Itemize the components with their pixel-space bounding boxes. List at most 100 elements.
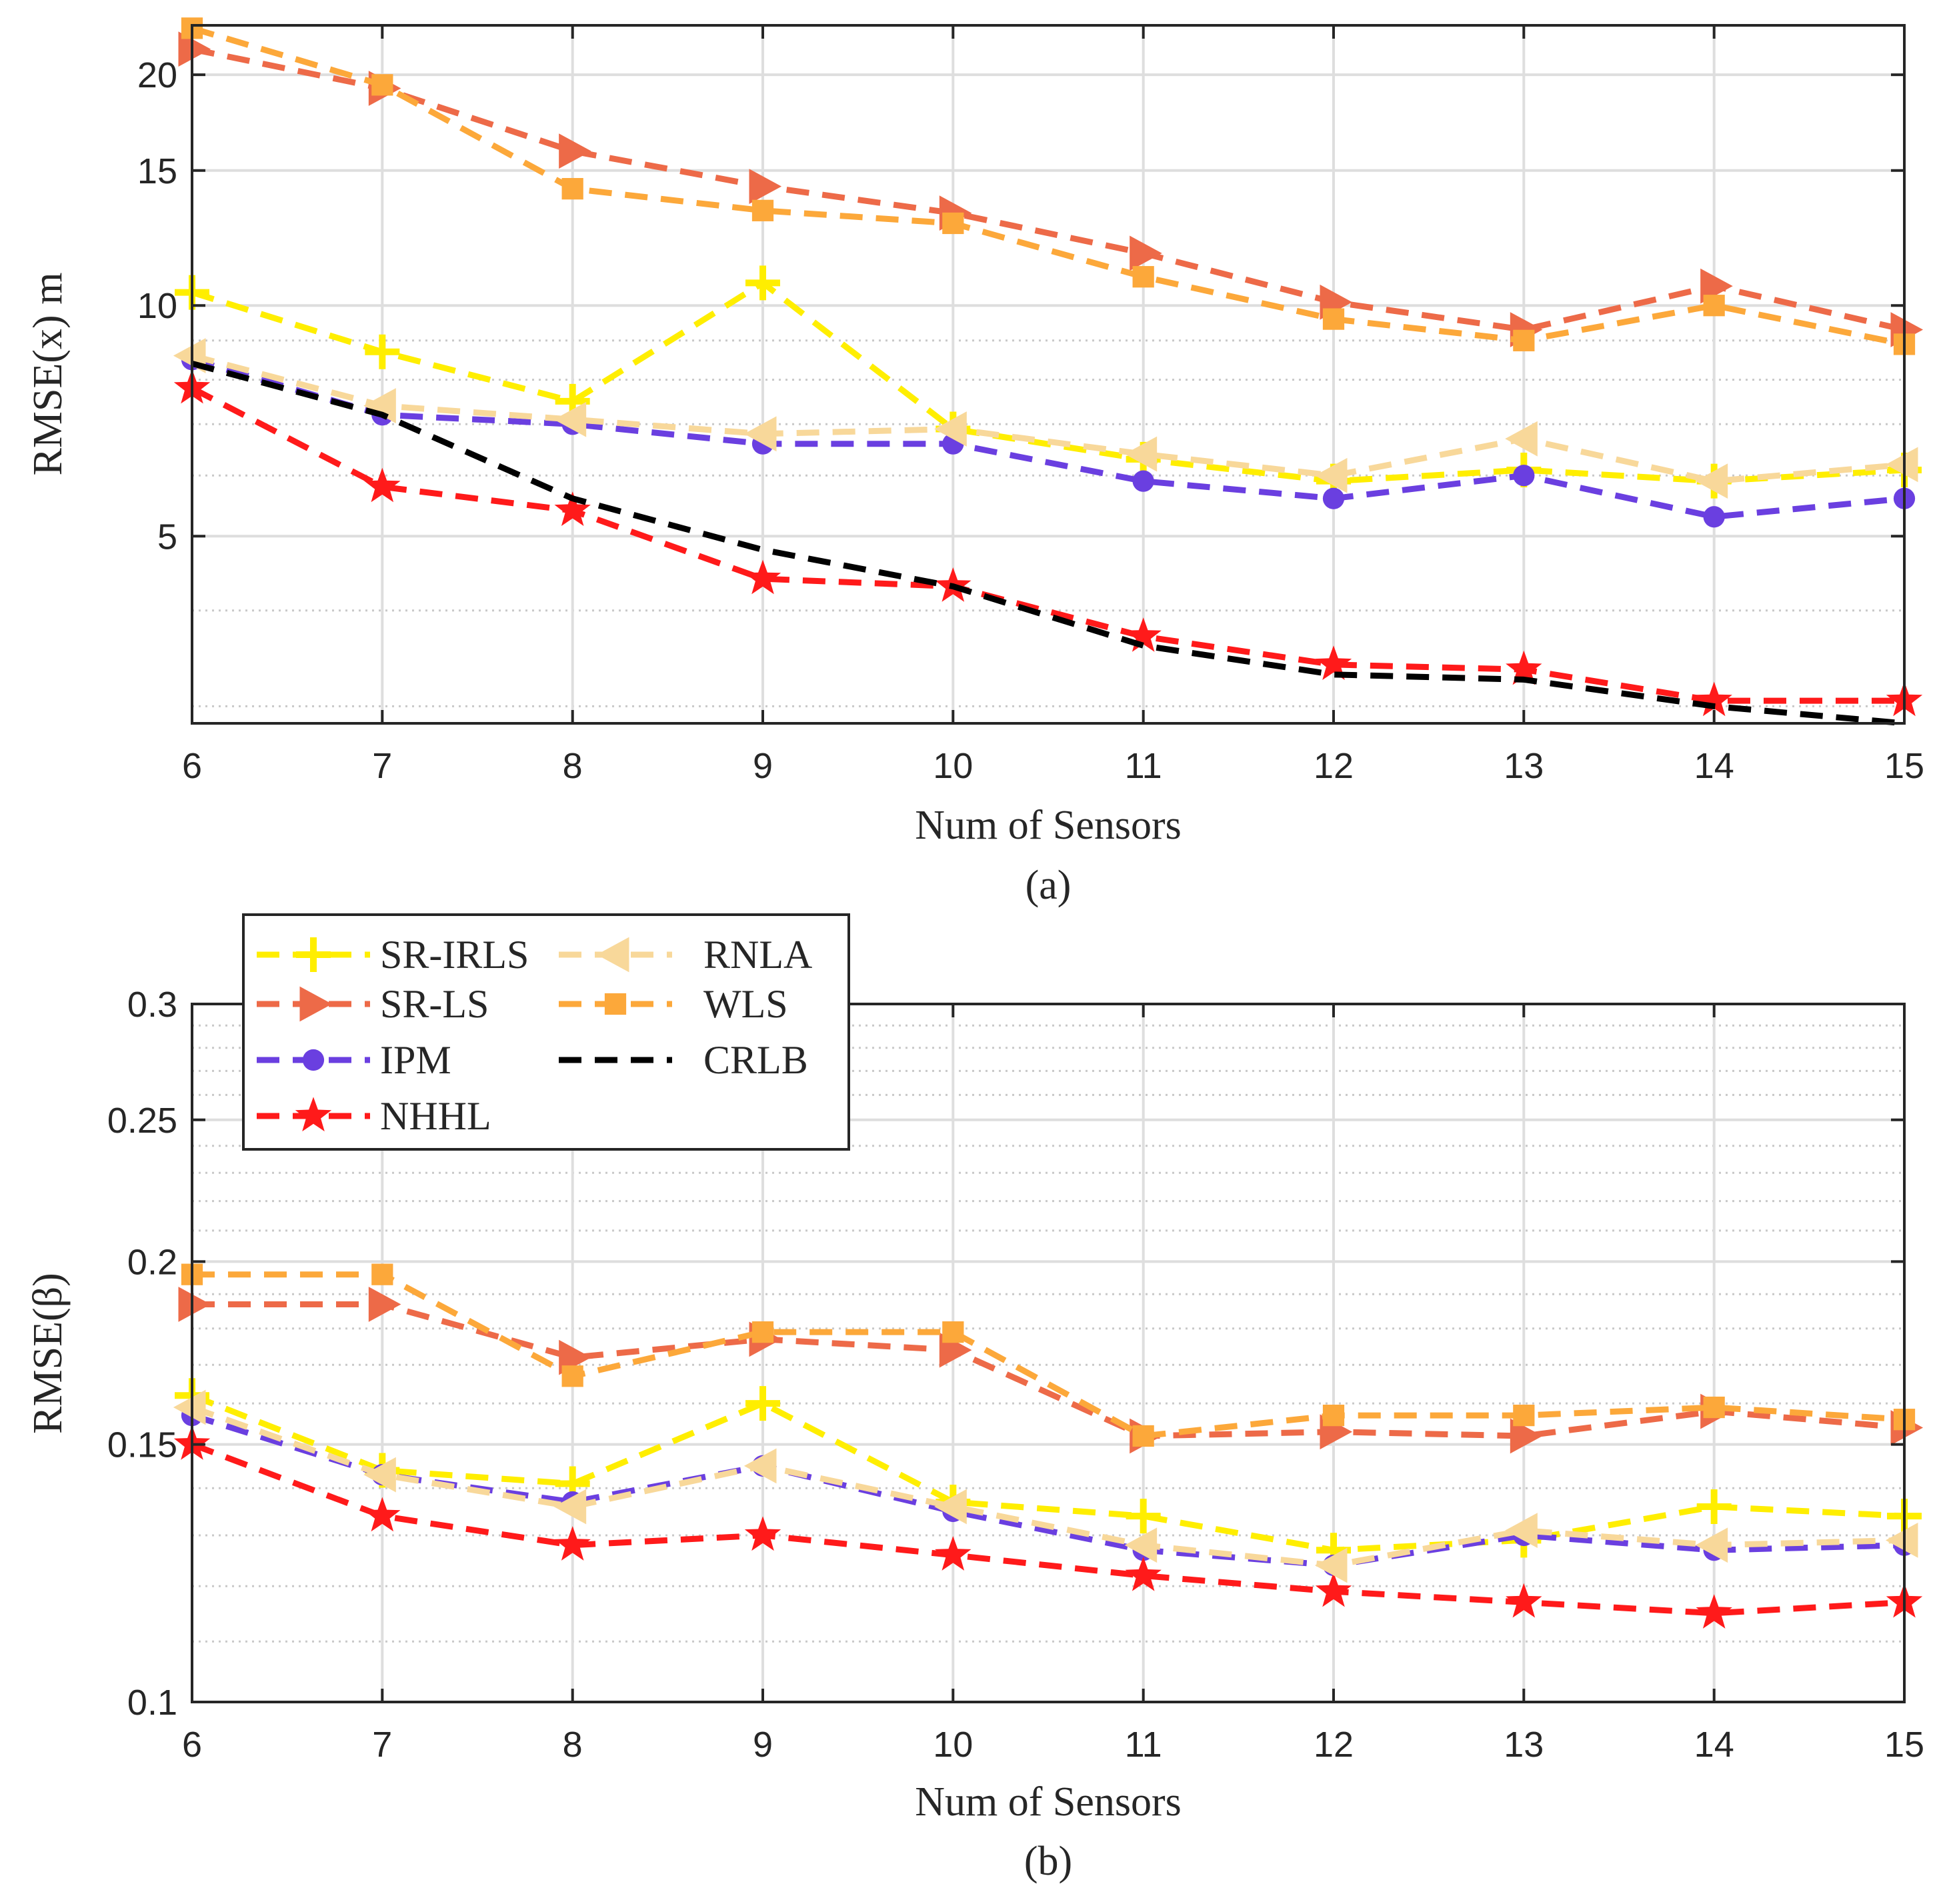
panel-a-point-sr-ls [749, 169, 782, 205]
panel-a: 6 7 8 9 10 11 12 13 14 15 5 10 15 20 Num of Sensors R… [25, 17, 1924, 908]
panel-b-x-tick-label: 11 [1125, 1725, 1162, 1765]
panel-b-x-tick-label: 14 [1694, 1725, 1734, 1765]
panel-b-point-wls [561, 1365, 583, 1387]
panel-a-point-nhhl [1696, 681, 1732, 717]
panel-a-axes-box [191, 24, 1906, 725]
panel-b-point-sr-irls [745, 1386, 780, 1421]
legend-marker-sr-ls [299, 986, 333, 1022]
panel-b: 6 7 8 9 10 11 12 13 14 15 0.1 0.15 0.2 0.25 0.3 Num of… [25, 985, 1924, 1884]
panel-a-y-tick-label: 20 [137, 55, 177, 95]
panel-b-point-wls [1322, 1404, 1345, 1427]
panel-b-point-rnla [743, 1448, 777, 1484]
panel-a-ylabel: RMSE(x) m [25, 273, 71, 476]
panel-a-point-wls [1322, 308, 1345, 330]
panel-b-point-nhhl [1125, 1556, 1162, 1591]
panel-b-point-rnla [363, 1457, 396, 1493]
panel-b-point-wls [942, 1321, 964, 1343]
panel-b-point-nhhl [935, 1536, 971, 1571]
panel-a-point-nhhl [744, 559, 781, 595]
legend-entry-rnla: RNLA [559, 933, 812, 977]
legend-label-sr-ls: SR-LS [380, 982, 489, 1026]
legend: SR-IRLS SR-LS IPM NHHL RNLA WLS CRLB [242, 913, 850, 1151]
legend-entry-nhhl: NHHL [257, 1094, 491, 1138]
panel-b-y-tick-label: 0.1 [127, 1683, 177, 1723]
panel-b-point-sr-irls [1126, 1499, 1161, 1534]
panel-a-x-tick-label: 6 [182, 746, 202, 786]
panel-a-point-rnla [743, 416, 777, 452]
panel-b-point-sr-irls [1696, 1489, 1732, 1524]
panel-b-point-rnla [173, 1389, 206, 1425]
panel-b-point-nhhl [744, 1516, 781, 1551]
legend-label-crlb: CRLB [703, 1038, 808, 1082]
panel-a-point-wls [561, 178, 583, 200]
panel-a-x-tick-label: 13 [1504, 746, 1544, 786]
panel-b-point-rnla [1885, 1522, 1918, 1558]
panel-b-series [173, 1263, 1924, 1629]
panel-b-x-tick-label: 10 [933, 1725, 973, 1765]
panel-a-xlabel: Num of Sensors [915, 803, 1182, 848]
panel-a-point-wls [1703, 295, 1725, 317]
panel-a-point-nhhl [1315, 645, 1352, 680]
panel-b-point-nhhl [554, 1526, 591, 1561]
panel-a-series-sr-ls [178, 31, 1924, 347]
panel-b-series-rnla [173, 1389, 1918, 1583]
panel-a-ticks: 6 7 8 9 10 11 12 13 14 15 5 10 15 20 [137, 25, 1924, 786]
panel-b-y-tick-label: 0.3 [127, 985, 177, 1025]
panel-b-line-wls [192, 1271, 1905, 1439]
legend-label-sr-irls: SR-IRLS [380, 933, 529, 977]
legend-label-rnla: RNLA [703, 933, 812, 977]
panel-b-point-sr-ls [178, 1287, 211, 1322]
panel-a-x-tick-label: 9 [753, 746, 773, 786]
panel-a-point-sr-irls [745, 265, 780, 301]
legend-marker-sr-irls [296, 937, 331, 972]
panel-a-y-tick-label: 5 [157, 517, 177, 557]
panel-b-x-tick-label: 9 [753, 1725, 773, 1765]
panel-b-line-sr-ls [192, 1301, 1905, 1439]
panel-b-ylabel: RMSE(β) [25, 1273, 71, 1434]
panel-b-line-nhhl [191, 1441, 1905, 1617]
panel-a-x-tick-label: 10 [933, 746, 973, 786]
panel-b-point-rnla [1695, 1527, 1728, 1563]
panel-a-point-wls [942, 212, 964, 235]
panel-a-point-nhhl [1506, 650, 1542, 685]
panel-a-point-wls [1132, 266, 1154, 288]
panel-b-point-wls [371, 1263, 393, 1285]
panel-a-point-sr-ls [559, 133, 591, 169]
panel-a-point-rnla [934, 411, 967, 447]
panel-b-point-rnla [934, 1489, 967, 1525]
panel-b-x-tick-label: 6 [182, 1725, 202, 1765]
panel-b-caption: (b) [1024, 1839, 1072, 1884]
panel-a-point-rnla [1505, 421, 1538, 457]
panel-a-x-tick-label: 15 [1884, 746, 1924, 786]
panel-b-point-rnla [1505, 1513, 1538, 1549]
panel-b-point-sr-ls [368, 1287, 401, 1322]
legend-label-wls: WLS [703, 982, 788, 1026]
legend-entries: SR-IRLS SR-LS IPM NHHL RNLA WLS CRLB [257, 933, 812, 1138]
panel-a-point-sr-ls [1130, 235, 1162, 271]
panel-a-line-nhhl [190, 385, 1904, 704]
panel-b-point-wls [1132, 1425, 1154, 1447]
panel-b-point-rnla [1124, 1527, 1158, 1563]
legend-entry-crlb: CRLB [559, 1038, 808, 1082]
panel-b-point-nhhl [1315, 1572, 1352, 1607]
legend-entry-sr-irls: SR-IRLS [257, 933, 529, 977]
panel-b-point-nhhl [364, 1497, 401, 1532]
legend-label-ipm: IPM [380, 1038, 451, 1082]
panel-a-line-wls [191, 25, 1905, 347]
panel-a-point-nhhl [364, 467, 401, 503]
panel-a-point-rnla [1695, 463, 1728, 499]
panel-a-x-tick-label: 11 [1125, 746, 1162, 786]
panel-b-series-wls [181, 1263, 1916, 1447]
panel-a-point-wls [371, 74, 393, 96]
panel-b-line-rnla [191, 1404, 1905, 1569]
panel-a-x-tick-label: 12 [1314, 746, 1354, 786]
panel-b-point-rnla [1314, 1547, 1348, 1583]
legend-marker-nhhl [295, 1097, 332, 1132]
panel-b-point-sr-ls [1510, 1418, 1543, 1454]
panel-a-line-ipm [191, 357, 1905, 520]
panel-b-ticks: 6 7 8 9 10 11 12 13 14 15 0.1 0.15 0.2 0.25 0.3 [107, 985, 1924, 1765]
panel-a-series-crlb [191, 360, 1905, 727]
legend-entry-wls: WLS [559, 982, 788, 1026]
panel-a-line-rnla [191, 353, 1905, 485]
panel-a-point-ipm [1703, 506, 1725, 528]
